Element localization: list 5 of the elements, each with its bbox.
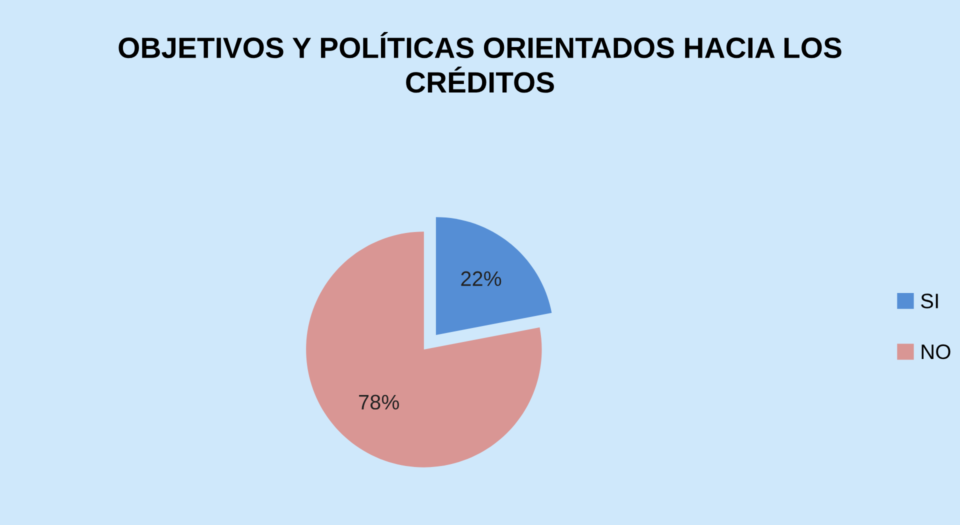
chart-title: OBJETIVOS Y POLÍTICAS ORIENTADOS HACIA LOS CRÉDITOS bbox=[118, 32, 842, 93]
legend-label: NO bbox=[922, 344, 950, 360]
legend-label: SI bbox=[921, 294, 938, 308]
data-label: 22% bbox=[461, 271, 502, 286]
data-label: 78% bbox=[359, 394, 399, 410]
